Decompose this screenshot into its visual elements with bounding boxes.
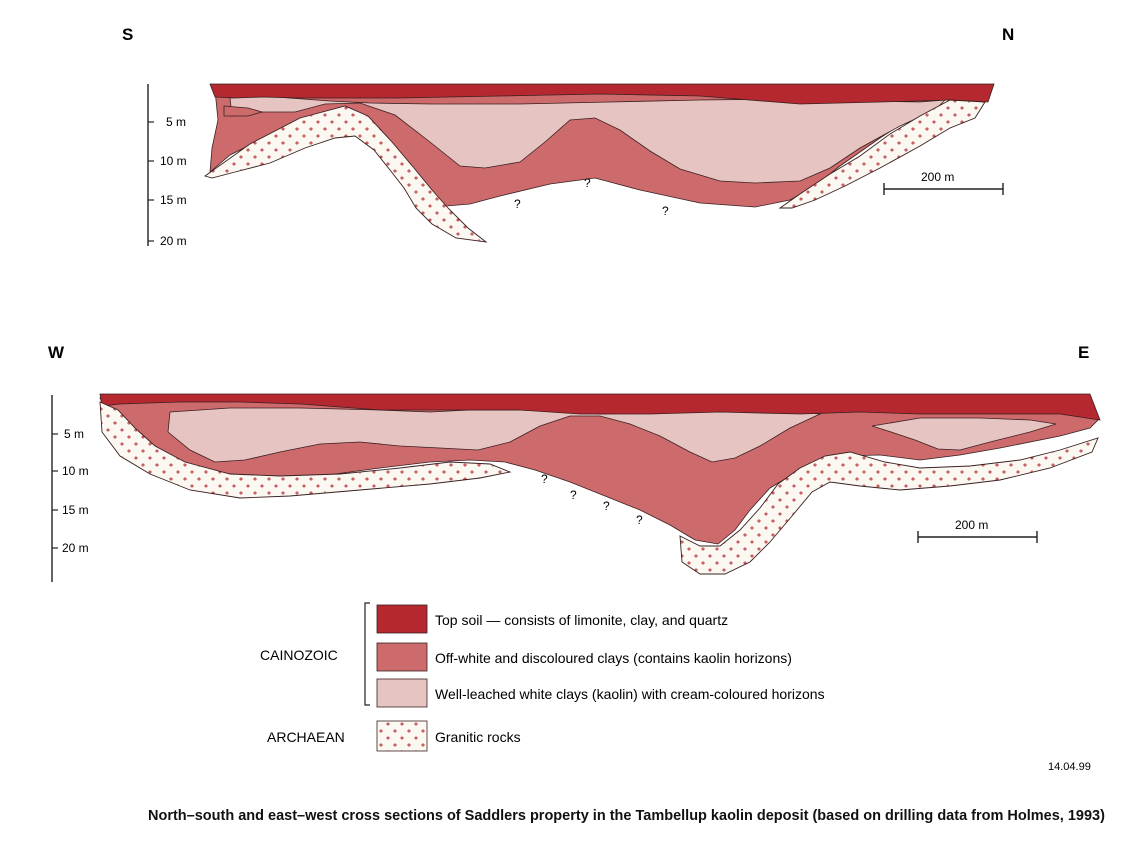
- direction-label-e: E: [1078, 343, 1089, 362]
- depth-label-5m: 5 m: [64, 427, 84, 441]
- depth-label-10m: 10 m: [160, 154, 187, 168]
- figure-caption: North–south and east–west cross sections…: [148, 808, 1105, 824]
- legend-swatch-white-clay: [376, 678, 428, 708]
- granite-left: [203, 105, 488, 243]
- unknown-marker: ?: [514, 197, 521, 211]
- unknown-marker: ?: [636, 513, 643, 527]
- scale-label: 200 m: [921, 170, 954, 184]
- legend: CAINOZOIC Top soil — consists of limonit…: [260, 602, 825, 752]
- white-clay-lens: [871, 417, 1057, 451]
- depth-label-15m: 15 m: [160, 193, 187, 207]
- white-clay-layer: [229, 95, 947, 184]
- granite-right: [778, 99, 986, 209]
- unknown-marker: ?: [570, 488, 577, 502]
- granite-layer: [99, 401, 1099, 575]
- date-stamp: 14.04.99: [1048, 761, 1091, 773]
- depth-label-10m: 10 m: [62, 464, 89, 478]
- depth-label-15m: 15 m: [62, 503, 89, 517]
- scale-bar-we: 200 m: [917, 518, 1038, 543]
- direction-label-w: W: [48, 343, 65, 362]
- scale-label: 200 m: [955, 518, 988, 532]
- unknown-marker: ?: [662, 204, 669, 218]
- legend-label-white-clay: Well-leached white clays (kaolin) with c…: [435, 686, 825, 702]
- legend-swatch-granite: [376, 720, 428, 752]
- depth-label-20m: 20 m: [62, 541, 89, 555]
- unknown-marker: ?: [603, 499, 610, 513]
- unknown-marker: ?: [584, 176, 591, 190]
- unknown-marker: ?: [541, 472, 548, 486]
- legend-swatch-top-soil: [376, 604, 428, 634]
- legend-swatch-off-white-clay: [376, 642, 428, 672]
- legend-label-off-white-clay: Off-white and discoloured clays (contain…: [435, 650, 792, 666]
- direction-label-s: S: [122, 25, 133, 44]
- section-we: W E 5 m 10 m 15 m 20 m ? ? ? ? 200 m: [48, 343, 1101, 582]
- era-label-archaean: ARCHAEAN: [267, 729, 345, 745]
- top-soil-layer: [99, 393, 1101, 421]
- legend-label-top-soil: Top soil — consists of limonite, clay, a…: [435, 612, 728, 628]
- scale-bar-ns: 200 m: [883, 170, 1004, 195]
- legend-label-granite: Granitic rocks: [435, 729, 521, 745]
- off-white-clay-lens: [223, 105, 264, 117]
- era-label-cainozoic: CAINOZOIC: [260, 647, 338, 663]
- cainozoic-bracket: [364, 602, 370, 706]
- depth-label-20m: 20 m: [160, 234, 187, 248]
- direction-label-n: N: [1002, 25, 1014, 44]
- section-ns: S N 5 m 10 m 15 m 20 m ? ? ? 200 m: [122, 25, 1014, 248]
- depth-label-5m: 5 m: [166, 115, 186, 129]
